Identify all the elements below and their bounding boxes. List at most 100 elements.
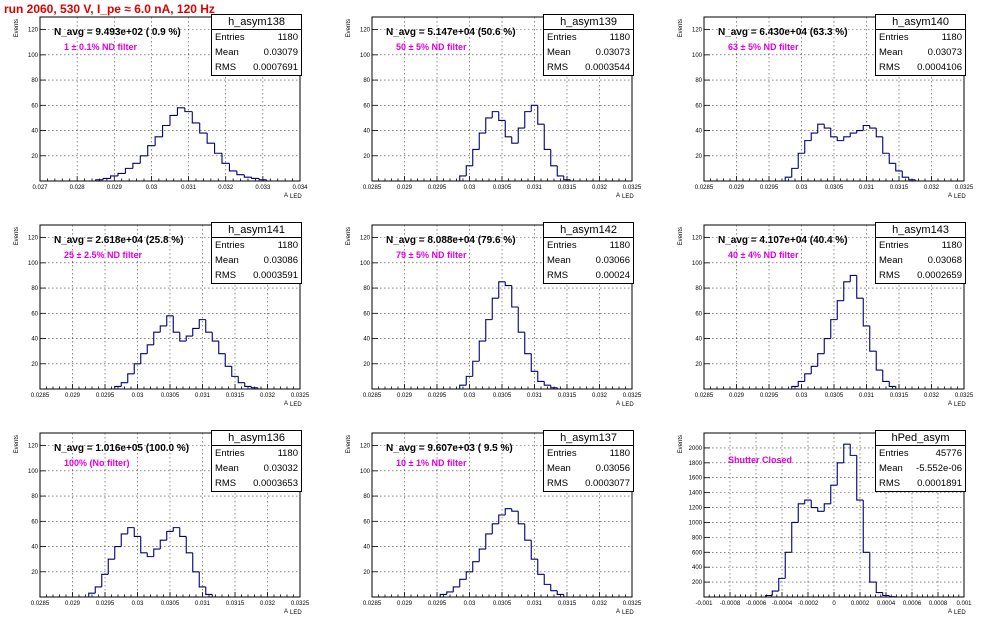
- histogram-bin: [908, 177, 916, 181]
- x-tick-label: 0.034: [292, 185, 308, 191]
- stats-label: Entries: [215, 240, 245, 251]
- stats-box: h_asym137 Entries 1180 Mean 0.03056 RMS 0.0003…: [543, 430, 634, 492]
- histogram-bin: [849, 274, 857, 282]
- stats-row-mean: Mean 0.03032: [212, 461, 301, 476]
- histogram-bin: [791, 521, 799, 553]
- histogram-bin: [524, 332, 532, 355]
- x-tick-label: 0.0295: [428, 185, 447, 191]
- histogram-bin: [563, 175, 571, 181]
- histogram-bin: [258, 178, 267, 181]
- histogram-bin: [198, 319, 206, 329]
- y-tick-label: 80: [695, 286, 702, 292]
- plot-frame: [703, 16, 965, 182]
- histogram-bin: [120, 533, 128, 547]
- stats-value: 0.0004106: [917, 62, 962, 73]
- histogram-bin: [543, 574, 551, 585]
- histogram-bin: [162, 124, 170, 137]
- x-tick-label: 0.031: [859, 393, 875, 399]
- stats-row-rms: RMS 0.0003591: [212, 268, 301, 283]
- x-axis-label-subscript: LED: [954, 610, 966, 616]
- histogram-bin: [882, 592, 890, 597]
- y-tick-label: 800: [692, 535, 703, 541]
- y-tick-label: 40: [695, 129, 702, 135]
- navg-label: N_avg = 9.607e+03 ( 9.5 %): [386, 443, 513, 454]
- y-tick-label: 600: [692, 550, 703, 556]
- y-tick-label: 40: [31, 337, 38, 343]
- histogram-bin: [459, 384, 467, 389]
- histogram-bin: [498, 281, 506, 299]
- histogram-bin: [159, 539, 167, 550]
- x-tick-label: 0.029: [729, 185, 745, 191]
- x-tick-label: 0.029: [107, 185, 123, 191]
- plot-frame: [39, 224, 301, 390]
- x-axis-label-subscript: LED: [622, 402, 634, 408]
- y-tick-label: 60: [31, 519, 38, 525]
- histogram-bin: [556, 165, 564, 177]
- stats-value: 0.03086: [263, 255, 298, 266]
- histogram-bin: [856, 275, 864, 299]
- stats-value: 1180: [277, 32, 298, 43]
- stats-histogram-name: h_asym136: [212, 431, 301, 446]
- stats-histogram-name: h_asym138: [212, 15, 301, 30]
- histogram-panel-h_asym136: 0.0285 0.029 0.0295 0.03 0.0305 0.031 0.0315 0.…: [4, 430, 324, 627]
- histogram-bin: [784, 551, 792, 579]
- y-tick-label: 100: [28, 53, 39, 59]
- plot-frame: [371, 432, 633, 598]
- histogram-panel-h_asym140: 0.0285 0.029 0.0295 0.03 0.0305 0.031 0.0315 0.…: [668, 14, 988, 211]
- stats-histogram-name: hPed_asym: [876, 431, 965, 446]
- histogram-bin: [797, 152, 805, 169]
- stats-label: RMS: [547, 270, 569, 281]
- stats-box: h_asym138 Entries 1180 Mean 0.03079 RMS 0.0007…: [211, 14, 302, 76]
- histogram-bin: [875, 582, 883, 594]
- stats-box: h_asym142 Entries 1180 Mean 0.03066 RMS 0.0002…: [543, 222, 634, 284]
- stats-row-entries: Entries 1180: [544, 30, 633, 45]
- filter-label: 10 ± 1% ND filter: [396, 458, 467, 468]
- histogram-bin: [856, 455, 864, 501]
- x-tick-label: 0.0305: [493, 185, 512, 191]
- stats-label: Mean: [879, 463, 903, 474]
- x-axis-label: A: [948, 401, 952, 407]
- y-tick-label: 1200: [689, 506, 703, 512]
- histogram-bin: [491, 297, 499, 320]
- stats-label: Mean: [547, 463, 571, 474]
- histogram-panel-h_asym141: 0.0285 0.029 0.0295 0.03 0.0305 0.031 0.0315 0.…: [4, 222, 324, 419]
- stats-row-entries: Entries 1180: [876, 238, 965, 253]
- x-tick-label: -0.0008: [720, 601, 741, 607]
- y-tick-label: 60: [363, 311, 370, 317]
- x-tick-label: 0.03: [132, 601, 144, 607]
- x-tick-label: 0.0285: [363, 393, 382, 399]
- histogram-bin: [797, 380, 805, 387]
- stats-row-entries: Entries 1180: [544, 238, 633, 253]
- y-tick-label: 100: [360, 469, 371, 475]
- y-tick-label: 120: [360, 236, 371, 242]
- x-tick-label: 0.0315: [558, 185, 577, 191]
- y-tick-label: 40: [363, 129, 370, 135]
- y-axis-label: Events: [346, 19, 352, 37]
- stats-label: Mean: [215, 463, 239, 474]
- stats-value: 0.0003591: [253, 270, 298, 281]
- plot-frame: [371, 224, 633, 390]
- stats-row-mean: Mean 0.03086: [212, 253, 301, 268]
- histogram-bin: [810, 500, 818, 509]
- x-axis-label-subscript: LED: [290, 610, 302, 616]
- histogram-bin: [511, 285, 519, 308]
- histogram-bin: [133, 527, 141, 537]
- histogram-bin: [491, 111, 499, 118]
- y-tick-label: 20: [363, 570, 370, 576]
- histogram-bin: [172, 315, 180, 333]
- stats-value: 1180: [277, 240, 298, 251]
- histogram-bin: [823, 124, 831, 129]
- stats-histogram-name: h_asym141: [212, 223, 301, 238]
- histogram-bin: [185, 335, 193, 342]
- filter-label: 50 ± 5% ND filter: [396, 42, 467, 52]
- stats-label: Entries: [215, 448, 245, 459]
- plot-frame: [39, 432, 301, 598]
- stats-row-rms: RMS 0.0003544: [544, 60, 633, 75]
- histogram-bin: [823, 503, 831, 512]
- histogram-bin: [211, 332, 219, 342]
- y-tick-label: 100: [360, 53, 371, 59]
- filter-label: 25 ± 2.5% ND filter: [64, 250, 142, 260]
- x-tick-label: 0.03: [464, 185, 476, 191]
- histogram-bin: [888, 381, 896, 388]
- histogram-bin: [830, 319, 838, 339]
